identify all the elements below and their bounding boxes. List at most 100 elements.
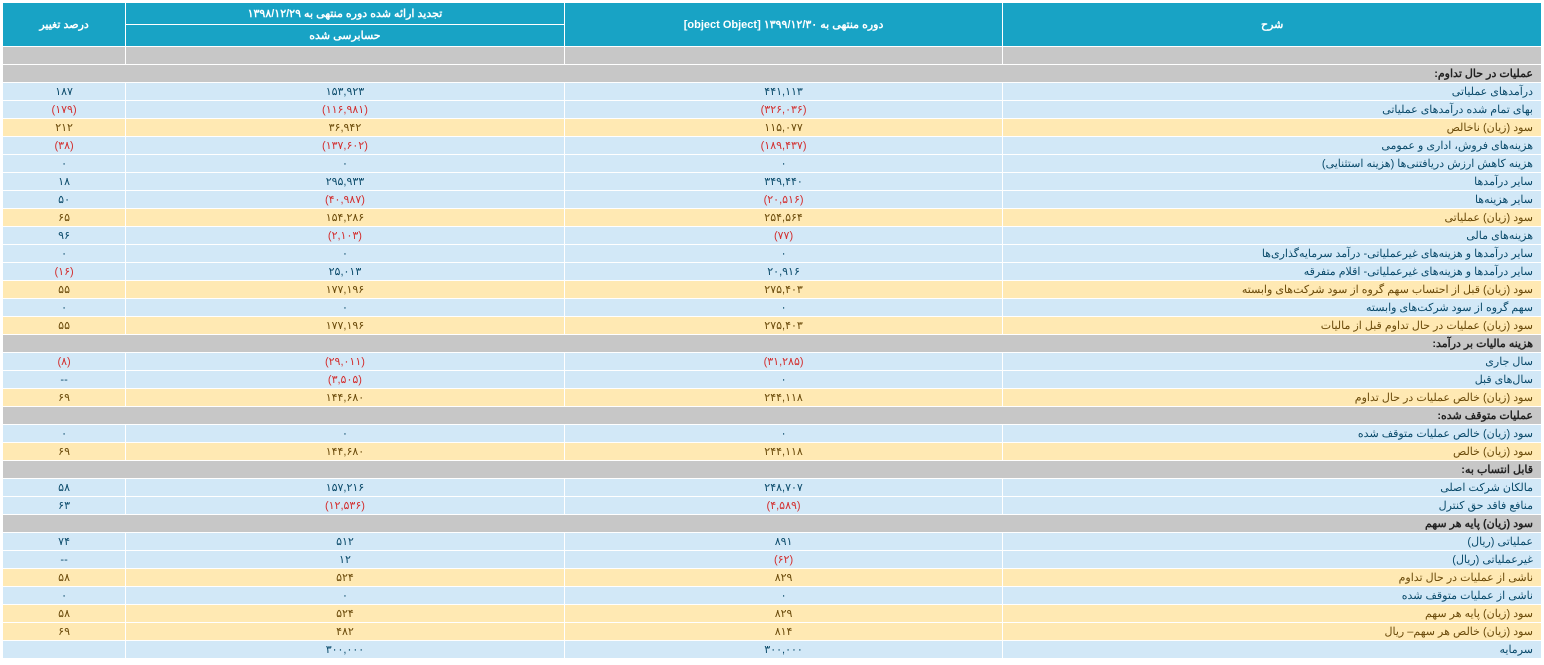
table-row: سرمایه۳۰۰,۰۰۰۳۰۰,۰۰۰ <box>3 641 1542 659</box>
row-previous: ۲۵,۰۱۳ <box>126 263 565 281</box>
row-label: سود (زیان) خالص <box>1003 443 1542 461</box>
row-pct: ۹۶ <box>3 227 126 245</box>
table-row: هزینه‌های فروش، اداری و عمومی(۱۸۹,۴۳۷)(۱… <box>3 137 1542 155</box>
table-row: سود (زیان) پایه هر سهم۸۲۹۵۲۴۵۸ <box>3 605 1542 623</box>
table-row: سهم گروه از سود شرکت‌های وابسته۰۰۰ <box>3 299 1542 317</box>
row-label: سایر درآمدها و هزینه‌های غیرعملیاتی- اقل… <box>1003 263 1542 281</box>
header-pct: درصد تغییر <box>3 3 126 47</box>
row-previous: ۰ <box>126 245 565 263</box>
row-current: ۰ <box>564 155 1003 173</box>
row-current: ۲۵۴,۵۶۴ <box>564 209 1003 227</box>
row-label: سود (زیان) قبل از احتساب سهم گروه از سود… <box>1003 281 1542 299</box>
row-previous: ۱۴۴,۶۸۰ <box>126 443 565 461</box>
row-previous: ۱۵۴,۲۸۶ <box>126 209 565 227</box>
row-label: هزینه‌های مالی <box>1003 227 1542 245</box>
row-pct: ۵۸ <box>3 569 126 587</box>
table-row: غیرعملیاتی (ریال)(۶۲)۱۲-- <box>3 551 1542 569</box>
table-row: سایر درآمدها و هزینه‌های غیرعملیاتی- اقل… <box>3 263 1542 281</box>
header-desc: شرح <box>1003 3 1542 47</box>
table-row: ناشی از عملیات در حال تداوم۸۲۹۵۲۴۵۸ <box>3 569 1542 587</box>
row-pct: (۱۷۹) <box>3 101 126 119</box>
header-audited: حسابرسی شده <box>126 25 565 47</box>
table-row: درآمدهای عملیاتی۴۴۱,۱۱۳۱۵۳,۹۲۳۱۸۷ <box>3 83 1542 101</box>
table-row: سود (زیان) عملیات در حال تداوم قبل از ما… <box>3 317 1542 335</box>
row-pct: ۵۰ <box>3 191 126 209</box>
table-row: سود (زیان) قبل از احتساب سهم گروه از سود… <box>3 281 1542 299</box>
row-pct: ۶۳ <box>3 497 126 515</box>
row-label: سال‌های قبل <box>1003 371 1542 389</box>
row-current: ۸۱۴ <box>564 623 1003 641</box>
row-pct: ۰ <box>3 299 126 317</box>
row-previous: (۱۲,۵۳۶) <box>126 497 565 515</box>
table-row: سود (زیان) خالص هر سهم– ریال۸۱۴۴۸۲۶۹ <box>3 623 1542 641</box>
row-previous: (۲,۱۰۳) <box>126 227 565 245</box>
row-label: سود (زیان) عملیات در حال تداوم قبل از ما… <box>1003 317 1542 335</box>
row-label: سود (زیان) پایه هر سهم <box>1003 605 1542 623</box>
row-label: درآمدهای عملیاتی <box>1003 83 1542 101</box>
row-label: سایر هزینه‌ها <box>1003 191 1542 209</box>
row-pct: -- <box>3 371 126 389</box>
section-header: عملیات متوقف شده: <box>3 407 1542 425</box>
row-label: سهم گروه از سود شرکت‌های وابسته <box>1003 299 1542 317</box>
row-label: سایر درآمدها و هزینه‌های غیرعملیاتی- درآ… <box>1003 245 1542 263</box>
row-current: ۰ <box>564 587 1003 605</box>
row-current: ۳۴۹,۴۴۰ <box>564 173 1003 191</box>
row-pct: -- <box>3 551 126 569</box>
row-previous: ۱۷۷,۱۹۶ <box>126 281 565 299</box>
section-label: عملیات متوقف شده: <box>3 407 1542 425</box>
row-current: ۰ <box>564 425 1003 443</box>
row-current: (۴,۵۸۹) <box>564 497 1003 515</box>
row-label: بهای تمام شده درآمدهای عملیاتی <box>1003 101 1542 119</box>
row-pct: ۶۹ <box>3 443 126 461</box>
row-current: ۲۷۵,۴۰۳ <box>564 317 1003 335</box>
row-label: سود (زیان) خالص عملیات در حال تداوم <box>1003 389 1542 407</box>
row-label: ناشی از عملیات در حال تداوم <box>1003 569 1542 587</box>
header-current: دوره منتهی به ۱۳۹۹/۱۲/۳۰ [object Object] <box>564 3 1003 47</box>
table-row: سال جاری(۳۱,۲۸۵)(۲۹,۰۱۱)(۸) <box>3 353 1542 371</box>
row-current: ۳۰۰,۰۰۰ <box>564 641 1003 659</box>
row-previous: (۱۳۷,۶۰۲) <box>126 137 565 155</box>
table-row: منافع فاقد حق کنترل(۴,۵۸۹)(۱۲,۵۳۶)۶۳ <box>3 497 1542 515</box>
row-previous: ۲۹۵,۹۳۳ <box>126 173 565 191</box>
row-previous: ۰ <box>126 155 565 173</box>
row-current: (۲۰,۵۱۶) <box>564 191 1003 209</box>
row-label: هزینه‌های فروش، اداری و عمومی <box>1003 137 1542 155</box>
section-header: قابل انتساب به: <box>3 461 1542 479</box>
row-previous: ۱۴۴,۶۸۰ <box>126 389 565 407</box>
row-label: سال جاری <box>1003 353 1542 371</box>
header-restated: تجدید ارائه شده دوره منتهی به ۱۳۹۸/۱۲/۲۹ <box>126 3 565 25</box>
row-pct: ۶۹ <box>3 389 126 407</box>
row-previous: ۵۲۴ <box>126 605 565 623</box>
row-current: ۰ <box>564 245 1003 263</box>
row-current: ۸۲۹ <box>564 569 1003 587</box>
table-row: سود (زیان) عملیاتی۲۵۴,۵۶۴۱۵۴,۲۸۶۶۵ <box>3 209 1542 227</box>
row-current: (۳۱,۲۸۵) <box>564 353 1003 371</box>
row-pct: ۵۵ <box>3 317 126 335</box>
row-pct: ۱۸ <box>3 173 126 191</box>
table-row: بهای تمام شده درآمدهای عملیاتی(۳۲۶,۰۳۶)(… <box>3 101 1542 119</box>
row-pct: (۸) <box>3 353 126 371</box>
table-row: سایر هزینه‌ها(۲۰,۵۱۶)(۴۰,۹۸۷)۵۰ <box>3 191 1542 209</box>
row-previous: (۱۱۶,۹۸۱) <box>126 101 565 119</box>
row-current: ۲۴۴,۱۱۸ <box>564 443 1003 461</box>
table-row: سود (زیان) خالص عملیات در حال تداوم۲۴۴,۱… <box>3 389 1542 407</box>
row-label: سود (زیان) عملیاتی <box>1003 209 1542 227</box>
row-pct: (۱۶) <box>3 263 126 281</box>
row-label: عملیاتی (ریال) <box>1003 533 1542 551</box>
row-previous: ۴۸۲ <box>126 623 565 641</box>
row-pct <box>3 641 126 659</box>
row-label: سود (زیان) ناخالص <box>1003 119 1542 137</box>
row-pct: ۲۱۲ <box>3 119 126 137</box>
row-pct: ۶۵ <box>3 209 126 227</box>
row-previous: ۵۱۲ <box>126 533 565 551</box>
table-row: مالکان شرکت اصلی۲۴۸,۷۰۷۱۵۷,۲۱۶۵۸ <box>3 479 1542 497</box>
row-current: ۲۷۵,۴۰۳ <box>564 281 1003 299</box>
row-label: هزینه کاهش ارزش دریافتنی‌ها (هزینه استثن… <box>1003 155 1542 173</box>
row-label: سایر درآمدها <box>1003 173 1542 191</box>
row-pct: ۰ <box>3 425 126 443</box>
table-row: ناشی از عملیات متوقف شده۰۰۰ <box>3 587 1542 605</box>
row-current: ۴۴۱,۱۱۳ <box>564 83 1003 101</box>
row-pct: ۰ <box>3 587 126 605</box>
section-label: عملیات در حال تداوم: <box>3 65 1542 83</box>
row-pct: ۷۴ <box>3 533 126 551</box>
